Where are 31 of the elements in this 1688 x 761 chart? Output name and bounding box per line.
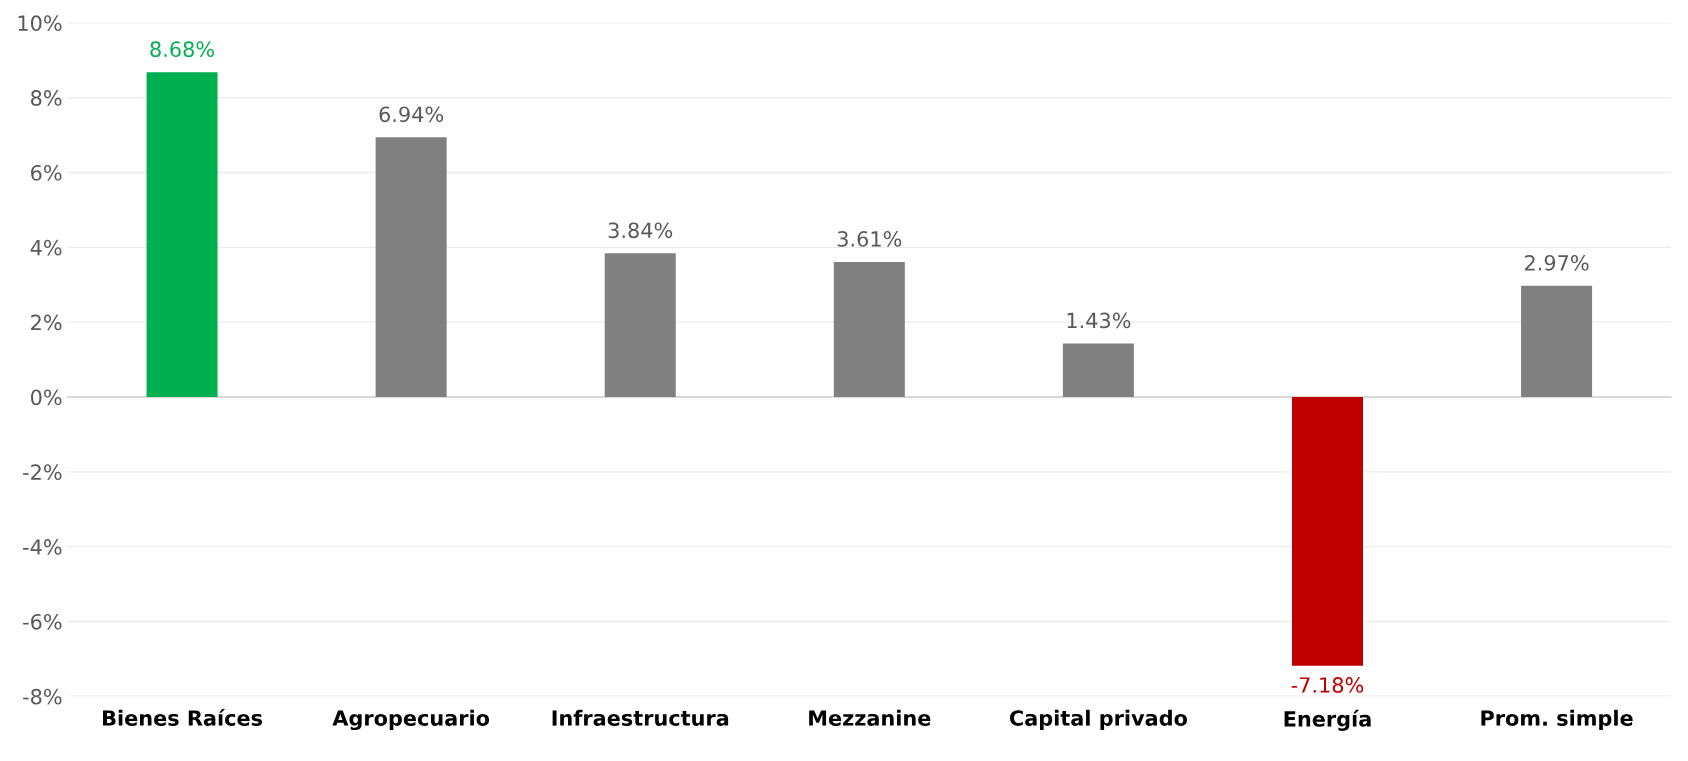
data-label: 1.43% (1067, 312, 1131, 329)
data-label: 8.68% (150, 41, 214, 58)
x-tick-label: Capital privado (1009, 709, 1188, 730)
x-tick-label: Agropecuario (332, 709, 490, 731)
y-tick-label: 2% (31, 314, 62, 331)
data-label: -7.18% (1291, 677, 1364, 693)
bar (1291, 396, 1363, 666)
y-tick-label: -8% (23, 688, 62, 705)
y-tick-label: -6% (23, 613, 62, 630)
bar (604, 253, 676, 397)
x-tick-label: Infraestructura (552, 709, 729, 726)
x-tick-label: Bienes Raíces (103, 708, 263, 726)
bar (375, 137, 447, 397)
bar (146, 72, 218, 397)
y-tick-label: -4% (23, 539, 62, 555)
bar (1062, 343, 1134, 397)
data-label: 2.97% (1525, 254, 1589, 271)
x-tick-label: Energía (1284, 709, 1371, 731)
y-tick-label: 10% (18, 15, 62, 32)
y-tick-label: 6% (31, 164, 62, 181)
bar (1521, 285, 1593, 397)
data-label: 3.61% (837, 231, 902, 247)
y-tick-label: 8% (31, 90, 62, 106)
data-label: 6.94% (379, 106, 444, 123)
bar (833, 261, 905, 397)
x-tick-label: Prom. simple (1481, 709, 1633, 730)
y-tick-label: 0% (30, 389, 62, 406)
data-label: 3.84% (608, 222, 673, 239)
y-tick-label: -2% (23, 464, 62, 481)
x-tick-label: Mezzanine (809, 709, 931, 726)
y-tick-label: 4% (30, 239, 62, 256)
